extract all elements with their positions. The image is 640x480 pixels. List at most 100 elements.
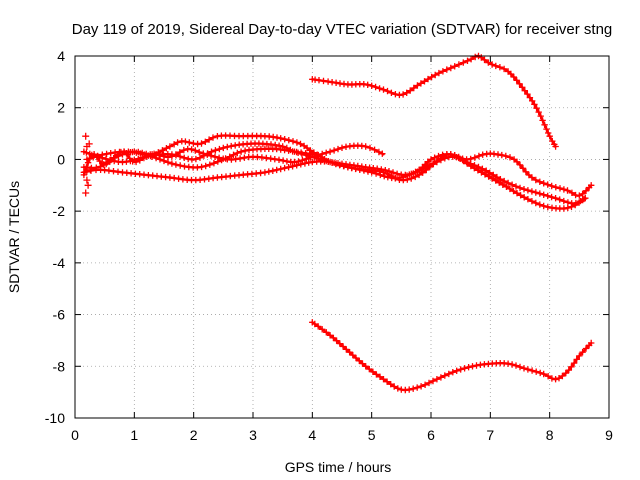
data-point [418, 166, 425, 173]
data-point [414, 82, 421, 89]
data-point [364, 81, 371, 88]
data-point [198, 140, 205, 147]
data-point [85, 140, 93, 148]
data-point [399, 91, 407, 98]
data-point [504, 179, 512, 187]
data-point [198, 163, 205, 171]
data-point [533, 105, 540, 112]
data-point [326, 158, 334, 166]
data-point [496, 179, 503, 186]
data-point [172, 161, 180, 168]
data-point [82, 189, 90, 197]
data-point [451, 152, 458, 159]
data-point [498, 151, 505, 159]
data-point [232, 142, 239, 149]
data-point [368, 82, 375, 89]
data-point [309, 151, 316, 158]
data-point [464, 57, 471, 64]
data-point [196, 148, 203, 156]
data-point [564, 187, 571, 194]
data-point [568, 363, 575, 370]
y-tick-label: 2 [57, 100, 65, 116]
data-point [222, 155, 229, 162]
data-point [303, 144, 311, 152]
data-point [459, 155, 466, 162]
data-point [519, 165, 527, 172]
data-point [414, 168, 421, 175]
data-point [467, 155, 474, 163]
data-point [519, 84, 526, 91]
x-tick-label: 6 [427, 427, 435, 443]
data-point [437, 155, 444, 162]
data-point [544, 203, 551, 211]
data-point [552, 376, 559, 383]
data-point [532, 176, 539, 184]
data-point [503, 183, 510, 190]
data-point [426, 162, 433, 169]
data-point [156, 156, 164, 163]
y-tick-label: -8 [53, 358, 66, 374]
data-point [439, 68, 447, 75]
data-point [181, 154, 188, 161]
y-tick-label: 0 [57, 151, 65, 167]
data-point [419, 169, 426, 176]
data-point [528, 198, 536, 205]
data-point [435, 69, 443, 77]
data-point [293, 139, 301, 146]
data-point [564, 199, 572, 206]
data-point [524, 196, 532, 203]
data-point [135, 155, 142, 162]
data-point [123, 158, 130, 165]
data-point [330, 147, 338, 154]
grid [75, 56, 609, 418]
data-point [533, 368, 540, 375]
data-point [196, 154, 204, 161]
data-point [501, 177, 508, 185]
data-point [559, 372, 566, 380]
data-point [137, 150, 144, 157]
data-point [579, 190, 586, 198]
series-start-spread [82, 132, 94, 197]
y-tick-label: -10 [45, 410, 65, 426]
data-point [188, 146, 195, 153]
data-point [488, 61, 496, 68]
data-point [346, 349, 353, 356]
data-point [393, 170, 401, 177]
data-point [297, 140, 304, 148]
data-point [410, 385, 417, 392]
data-point [356, 357, 363, 364]
data-point [508, 181, 516, 188]
data-point [512, 183, 520, 190]
data-point [493, 173, 501, 181]
data-point [520, 186, 528, 193]
data-point [552, 195, 559, 202]
data-point [106, 156, 114, 164]
data-point [163, 145, 170, 152]
data-point [311, 320, 318, 328]
data-point [544, 192, 551, 200]
data-point [100, 161, 108, 168]
data-point [371, 146, 378, 153]
data-point [588, 339, 595, 347]
series-line [82, 134, 587, 205]
data-point [206, 161, 213, 168]
data-point [131, 156, 138, 164]
data-point [536, 190, 543, 197]
data-point [536, 201, 543, 208]
data-point [520, 365, 528, 372]
data-point [224, 143, 231, 151]
data-point [451, 63, 458, 70]
data-point [471, 165, 478, 172]
data-point [228, 142, 235, 150]
data-point [265, 168, 272, 175]
data-point [516, 161, 524, 169]
data-point [373, 371, 380, 378]
data-point [90, 154, 97, 161]
data-point [427, 156, 435, 163]
data-point [86, 166, 94, 174]
data-point [383, 378, 391, 385]
data-point [575, 199, 583, 206]
data-point [343, 346, 350, 353]
data-point [180, 146, 187, 154]
data-point [380, 376, 387, 383]
